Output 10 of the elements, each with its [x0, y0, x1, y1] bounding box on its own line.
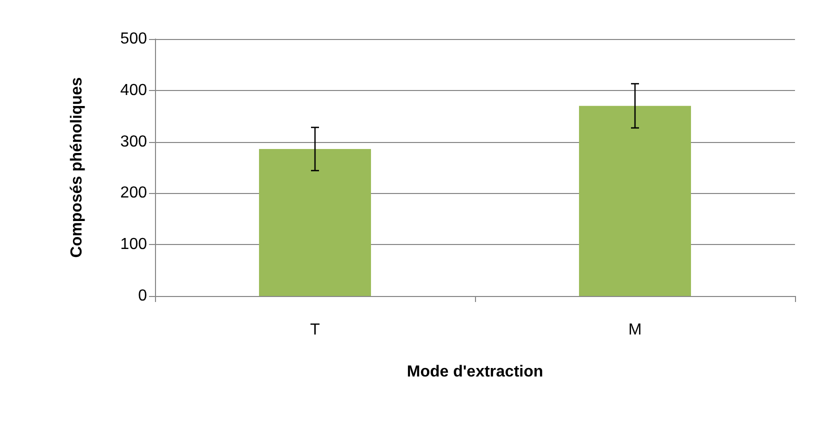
x-tick-label: M [628, 322, 642, 338]
y-tick-label: 500 [120, 30, 148, 48]
y-tick-label: 300 [120, 133, 148, 150]
y-tick-label: 100 [120, 236, 148, 254]
y-tick-label: 400 [120, 82, 148, 99]
x-axis-title: Mode d'extraction [406, 364, 544, 380]
y-axis-title: Composés phénoliques [68, 77, 86, 258]
y-tick-label: 200 [120, 184, 148, 202]
x-tick-label: T [310, 322, 320, 338]
y-tick-label: 0 [138, 288, 148, 304]
